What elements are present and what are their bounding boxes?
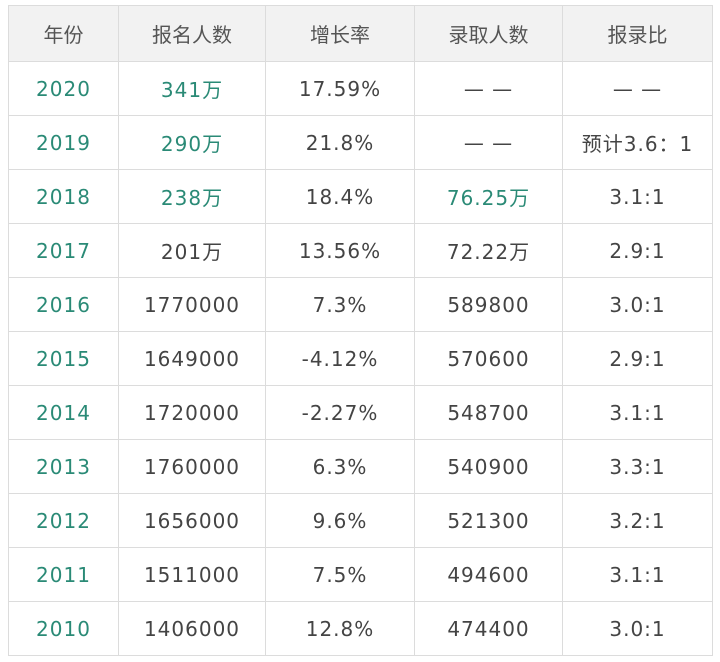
table-row: 2013 1760000 6.3% 540900 3.3:1 <box>8 439 713 494</box>
header-cell: 年份 <box>8 5 119 62</box>
table-row: 2012 1656000 9.6% 521300 3.2:1 <box>8 493 713 548</box>
year-cell: 2014 <box>8 385 119 440</box>
table-row: 2018 238万 18.4% 76.25万 3.1:1 <box>8 169 713 224</box>
table-cell: 1406000 <box>118 601 266 656</box>
table-cell: 3.1:1 <box>562 385 713 440</box>
header-cell: 增长率 <box>265 5 415 62</box>
table-row: 2019 290万 21.8% — — 预计3.6：1 <box>8 115 713 170</box>
table-cell: 76.25万 <box>414 169 563 224</box>
table-cell: 1511000 <box>118 547 266 602</box>
table-cell: 1649000 <box>118 331 266 386</box>
table-cell: 1770000 <box>118 277 266 332</box>
table-cell: 预计3.6：1 <box>562 115 713 170</box>
table-cell: 3.1:1 <box>562 547 713 602</box>
year-cell: 2019 <box>8 115 119 170</box>
header-cell: 录取人数 <box>414 5 563 62</box>
table-cell: 2.9:1 <box>562 223 713 278</box>
table-body: 2020 341万 17.59% — — — —2019 290万 21.8% — — 预计3.… <box>8 61 713 656</box>
table-cell: 494600 <box>414 547 563 602</box>
table-cell: 72.22万 <box>414 223 563 278</box>
table-cell: 474400 <box>414 601 563 656</box>
table-cell: 12.8% <box>265 601 415 656</box>
year-cell: 2016 <box>8 277 119 332</box>
table-cell: 540900 <box>414 439 563 494</box>
table-cell: -2.27% <box>265 385 415 440</box>
table-cell: 2.9:1 <box>562 331 713 386</box>
table-cell: 341万 <box>118 61 266 116</box>
year-cell: 2011 <box>8 547 119 602</box>
table-row: 2015 1649000 -4.12% 570600 2.9:1 <box>8 331 713 386</box>
table-row: 2020 341万 17.59% — — — — <box>8 61 713 116</box>
table-cell: -4.12% <box>265 331 415 386</box>
table-cell: 7.3% <box>265 277 415 332</box>
table-cell: 589800 <box>414 277 563 332</box>
table-cell: 521300 <box>414 493 563 548</box>
header-row: 年份 报名人数 增长率 录取人数 报录比 <box>8 5 713 62</box>
year-cell: 2017 <box>8 223 119 278</box>
table-cell: 17.59% <box>265 61 415 116</box>
table-cell: 3.3:1 <box>562 439 713 494</box>
table-cell: 1720000 <box>118 385 266 440</box>
table-cell: 548700 <box>414 385 563 440</box>
year-cell: 2013 <box>8 439 119 494</box>
table-cell: — — <box>414 61 563 116</box>
table-row: 2014 1720000 -2.27% 548700 3.1:1 <box>8 385 713 440</box>
year-cell: 2012 <box>8 493 119 548</box>
header-cell: 报录比 <box>562 5 713 62</box>
table-cell: 1656000 <box>118 493 266 548</box>
table-cell: 21.8% <box>265 115 415 170</box>
table-row: 2016 1770000 7.3% 589800 3.0:1 <box>8 277 713 332</box>
table-cell: 3.1:1 <box>562 169 713 224</box>
table-cell: 290万 <box>118 115 266 170</box>
table-cell: 13.56% <box>265 223 415 278</box>
table-cell: 570600 <box>414 331 563 386</box>
table-cell: 18.4% <box>265 169 415 224</box>
table-cell: 238万 <box>118 169 266 224</box>
header-cell: 报名人数 <box>118 5 266 62</box>
table-cell: 3.0:1 <box>562 277 713 332</box>
table-cell: 9.6% <box>265 493 415 548</box>
table-cell: 201万 <box>118 223 266 278</box>
year-cell: 2015 <box>8 331 119 386</box>
data-table: 年份 报名人数 增长率 录取人数 报录比 2020 341万 17.59% — — — … <box>8 5 713 656</box>
year-cell: 2020 <box>8 61 119 116</box>
table-row: 2017 201万 13.56% 72.22万 2.9:1 <box>8 223 713 278</box>
table-row: 2011 1511000 7.5% 494600 3.1:1 <box>8 547 713 602</box>
table-cell: 3.2:1 <box>562 493 713 548</box>
table-cell: 6.3% <box>265 439 415 494</box>
year-cell: 2018 <box>8 169 119 224</box>
table-head: 年份 报名人数 增长率 录取人数 报录比 <box>8 5 713 62</box>
table-cell: — — <box>414 115 563 170</box>
table-cell: 1760000 <box>118 439 266 494</box>
table-cell: 7.5% <box>265 547 415 602</box>
table-cell: 3.0:1 <box>562 601 713 656</box>
table-cell: — — <box>562 61 713 116</box>
year-cell: 2010 <box>8 601 119 656</box>
table-row: 2010 1406000 12.8% 474400 3.0:1 <box>8 601 713 656</box>
